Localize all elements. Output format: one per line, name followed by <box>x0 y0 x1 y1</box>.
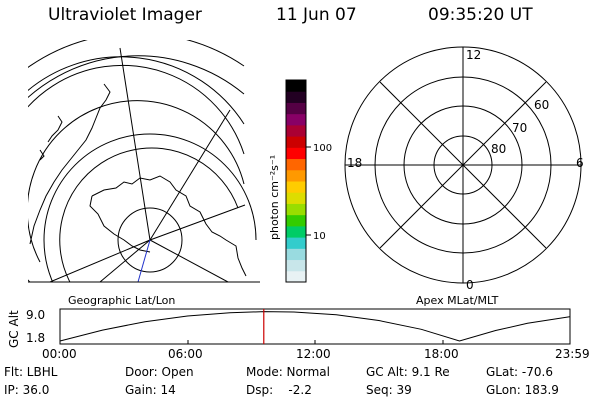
mlt-label-0: 0 <box>466 278 474 292</box>
x-tick-label-1800: 18:00 <box>424 347 459 361</box>
colorbar-swatch <box>286 102 306 115</box>
mlat-label-60: 60 <box>534 98 549 112</box>
colorbar-swatch <box>286 214 306 227</box>
colorbar-swatch <box>286 237 306 249</box>
status-glat: GLat: -70.6 <box>486 365 553 379</box>
ground-track <box>137 239 151 282</box>
meridian-line <box>149 109 231 241</box>
lat-ring <box>43 133 257 282</box>
gc-alt-timeline <box>59 308 571 345</box>
status-gc-alt: GC Alt: 9.1 Re <box>366 365 450 379</box>
colorbar-swatch <box>286 259 306 272</box>
timeline-frame <box>59 308 571 345</box>
mlat-label-80: 80 <box>491 142 506 156</box>
colorbar-tick-10: 10 <box>313 231 326 242</box>
colorbar-swatch <box>286 181 306 193</box>
geographic-map <box>28 40 260 283</box>
colorbar-frame <box>285 79 307 283</box>
polar-diagonal <box>379 81 547 249</box>
coastline-antarctica <box>89 175 247 277</box>
meridian-line <box>99 239 151 282</box>
colorbar-swatch <box>286 192 306 204</box>
status-seq: Seq: 39 <box>366 383 412 397</box>
status-mode: Mode: Normal <box>246 365 330 379</box>
lat-ring <box>28 55 245 99</box>
status-glon: GLon: 183.9 <box>486 383 559 397</box>
colorbar-swatch <box>286 270 306 283</box>
colorbar-swatch <box>286 113 306 126</box>
map-caption: Geographic Lat/Lon <box>68 294 175 307</box>
polar-plot <box>344 46 582 284</box>
x-tick-label-2359: 23:59 <box>555 347 590 361</box>
status-filter: Flt: LBHL <box>4 365 58 379</box>
lat-ring <box>28 64 245 282</box>
status-gain: Gain: 14 <box>125 383 176 397</box>
x-tick-label-1200: 12:00 <box>296 347 331 361</box>
lat-ring <box>28 56 245 125</box>
mlt-label-12: 12 <box>466 48 481 62</box>
polar-caption: Apex MLat/MLT <box>416 294 499 307</box>
coastline-australia <box>29 83 111 245</box>
y-tick-1-8: 1.8 <box>26 331 45 345</box>
gc-alt-curve <box>59 311 570 342</box>
colorbar-swatch <box>286 147 306 160</box>
mlt-label-18: 18 <box>347 156 362 170</box>
colorbar-swatch <box>286 169 306 182</box>
meridian-line <box>149 204 246 241</box>
y-tick-9: 9.0 <box>26 308 45 322</box>
mlt-label-6: 6 <box>576 156 584 170</box>
mlat-label-70: 70 <box>512 121 527 135</box>
date-label: 11 Jun 07 <box>276 5 357 25</box>
meridian-line <box>149 239 229 282</box>
meridian-line <box>49 239 151 282</box>
lat-ring <box>59 147 239 282</box>
colorbar-swatch <box>286 136 306 148</box>
x-tick-label-0600: 06:00 <box>168 347 203 361</box>
status-dsp: Dsp: -2.2 <box>246 383 312 397</box>
colorbar-swatch <box>286 91 306 103</box>
status-door: Door: Open <box>125 365 194 379</box>
colorbar-swatch <box>286 124 306 137</box>
coastline-new-zealand <box>39 115 63 161</box>
colorbar-swatch <box>286 248 306 261</box>
colorbar-tick-100: 100 <box>313 143 332 154</box>
timeline-ylabel: GC Alt <box>7 310 21 348</box>
time-label: 09:35:20 UT <box>428 5 533 25</box>
lat-ring <box>28 100 245 263</box>
x-tick-label-0000: 00:00 <box>42 347 77 361</box>
colorbar-swatch <box>286 225 306 238</box>
colorbar-swatch <box>286 80 306 92</box>
colorbar-swatch <box>286 158 306 171</box>
colorbar-unit-label: photon cm⁻²s⁻¹ <box>268 155 281 240</box>
status-ip: IP: 36.0 <box>4 383 49 397</box>
meridian-line <box>119 47 151 241</box>
instrument-title: Ultraviolet Imager <box>48 5 202 25</box>
colorbar-swatch <box>286 203 306 216</box>
lat-ring <box>117 207 183 273</box>
colorbar <box>286 80 306 283</box>
